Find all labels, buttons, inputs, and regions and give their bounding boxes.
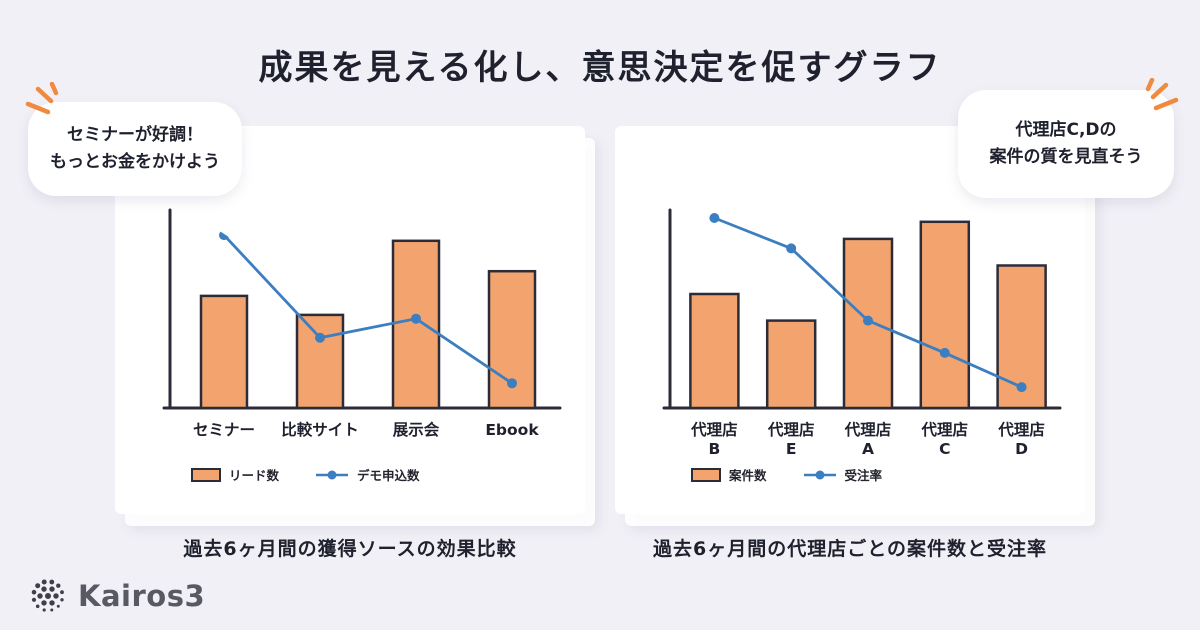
bar xyxy=(919,220,971,410)
x-axis-label: Ebook xyxy=(485,421,539,439)
speech-bubble-left-text: セミナーが好調！ もっとお金をかけよう xyxy=(50,124,220,172)
speech-bubble-right: 代理店C,Dの 案件の質を見直そう xyxy=(958,90,1174,198)
chart-left-legend: リード数 デモ申込数 xyxy=(191,465,420,484)
legend-label: 受注率 xyxy=(844,468,883,483)
x-axis-label: 代理店 C xyxy=(921,420,969,458)
chart-left-caption: 過去6ヶ月間の獲得ソースの効果比較 xyxy=(183,538,517,560)
legend-item-bar: リード数 xyxy=(191,465,279,484)
speech-bubble-tail xyxy=(984,194,1072,238)
x-axis-label: 代理店 E xyxy=(767,420,815,458)
line-marker xyxy=(786,243,797,254)
chart-right-legend: 案件数 受注率 xyxy=(691,465,882,484)
line-legend-swatch-icon xyxy=(803,470,836,479)
chart-svg: 代理店 B 代理店 E 代理店 A 代理店 C 代理店 D xyxy=(662,208,1062,458)
bar xyxy=(765,319,817,410)
line-marker xyxy=(939,347,950,358)
legend-item-line: デモ申込数 xyxy=(315,465,420,484)
bar xyxy=(199,294,249,410)
legend-item-bar: 案件数 xyxy=(691,465,767,484)
bar xyxy=(391,239,441,410)
legend-label: 案件数 xyxy=(729,468,767,483)
speech-bubble-right-text: 代理店C,Dの 案件の質を見直そう xyxy=(989,119,1143,167)
chart-svg: セミナー 比較サイト 展示会 Ebook xyxy=(162,208,562,439)
bar xyxy=(689,292,740,410)
legend-label: デモ申込数 xyxy=(357,468,420,483)
chart-right-caption: 過去6ヶ月間の代理店ごとの案件数と受注率 xyxy=(652,538,1048,560)
kairos3-logo: Kairos3 xyxy=(28,576,205,616)
line-marker xyxy=(411,313,421,324)
sparkle-icon xyxy=(25,82,59,115)
speech-bubble-left: セミナーが好調！ もっとお金をかけよう xyxy=(28,102,242,196)
x-axis-label: セミナー xyxy=(193,421,255,439)
line-marker xyxy=(1016,382,1027,393)
legend-item-line: 受注率 xyxy=(803,465,883,484)
bar-legend-swatch-icon xyxy=(691,467,721,482)
speech-bubble-tail xyxy=(150,186,235,241)
line-legend-swatch-icon xyxy=(316,470,349,479)
line-marker xyxy=(507,378,517,389)
x-axis-label: 展示会 xyxy=(393,420,440,439)
bar xyxy=(295,313,345,410)
page-title: 成果を見える化し、意思決定を促すグラフ xyxy=(258,48,942,88)
x-axis-label: 代理店 D xyxy=(997,420,1045,458)
bar-legend-swatch-icon xyxy=(191,467,221,482)
kairos3-logo-icon xyxy=(31,579,64,612)
line-series xyxy=(222,234,513,385)
chart-right: 代理店 B 代理店 E 代理店 A 代理店 C 代理店 D xyxy=(630,208,1070,468)
line-marker xyxy=(315,332,325,343)
sparkle-icon xyxy=(1145,78,1179,111)
legend-label: リード数 xyxy=(229,468,280,483)
x-axis-label: 比較サイト xyxy=(281,420,359,439)
chart-card-right: 代理店 B 代理店 E 代理店 A 代理店 C 代理店 D 案件数 受注率 xyxy=(615,126,1085,514)
kairos3-logo-text: Kairos3 xyxy=(78,579,206,613)
x-axis-label: 代理店 B xyxy=(690,420,738,458)
line-marker xyxy=(709,213,720,223)
chart-left: セミナー 比較サイト 展示会 Ebook xyxy=(130,208,570,468)
line-marker xyxy=(863,315,873,326)
x-axis-label: 代理店 A xyxy=(844,420,892,458)
